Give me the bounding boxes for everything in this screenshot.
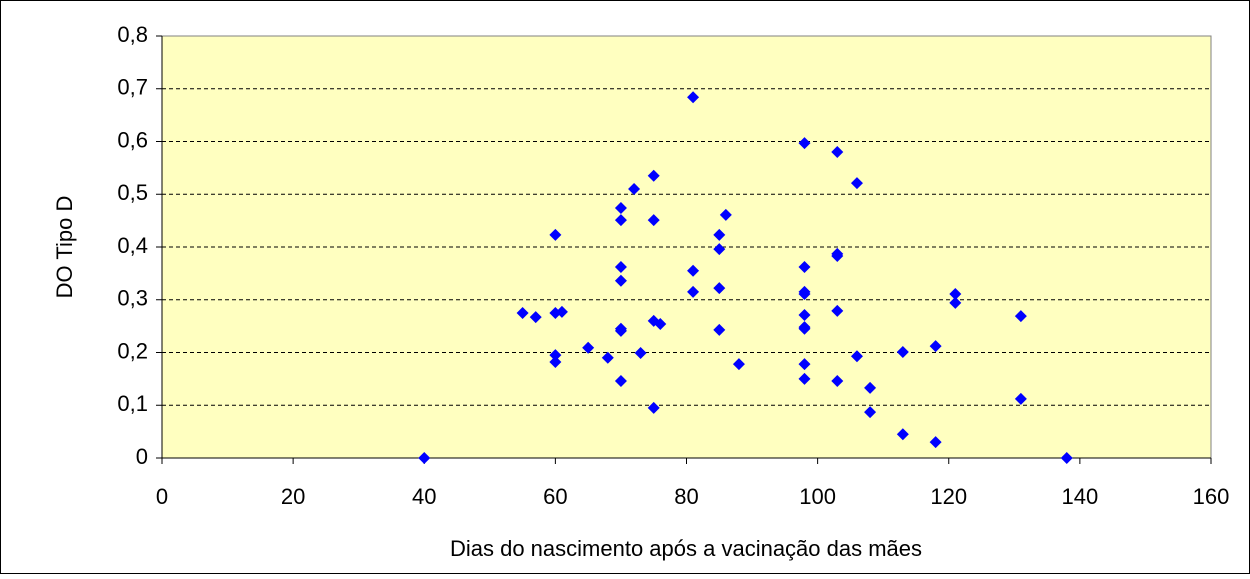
point (850, 177, 863, 190)
point (798, 261, 811, 274)
x-tick-label: 20 (281, 484, 305, 509)
x-tick-label: 60 (543, 484, 567, 509)
point (614, 374, 627, 387)
x-tick-label: 140 (1062, 484, 1099, 509)
point (929, 340, 942, 353)
point (687, 264, 700, 277)
point (798, 287, 811, 300)
x-tick-label: 120 (930, 484, 967, 509)
point (516, 306, 529, 319)
point (864, 381, 877, 394)
point (949, 287, 962, 300)
point (1060, 452, 1073, 464)
point (687, 285, 700, 298)
point (418, 452, 431, 464)
point (1014, 392, 1027, 405)
x-tick-label: 40 (412, 484, 436, 509)
point (647, 214, 660, 227)
x-axis-label: Dias do nascimento após a vacinação das … (450, 536, 922, 561)
point (929, 436, 942, 449)
y-tick-label: 0,8 (117, 22, 148, 47)
point (614, 214, 627, 227)
point (798, 358, 811, 371)
point (713, 243, 726, 256)
point (864, 406, 877, 419)
y-tick-label: 0 (136, 444, 148, 469)
point (713, 323, 726, 336)
y-tick-label: 0,5 (117, 180, 148, 205)
point (614, 274, 627, 287)
x-tick-label: 80 (674, 484, 698, 509)
y-tick-label: 0,4 (117, 233, 148, 258)
x-tick-label: 160 (1193, 484, 1230, 509)
point (798, 137, 811, 150)
point (1014, 310, 1027, 323)
point (949, 296, 962, 309)
point (549, 349, 562, 362)
point (719, 208, 732, 221)
y-tick-label: 0,6 (117, 127, 148, 152)
point (549, 228, 562, 241)
x-tick-label: 100 (799, 484, 836, 509)
x-tick-label: 0 (156, 484, 168, 509)
point (634, 347, 647, 360)
point (732, 358, 745, 371)
point (549, 306, 562, 319)
point (614, 261, 627, 274)
point (647, 169, 660, 182)
point (896, 345, 909, 358)
point (798, 372, 811, 385)
point (614, 322, 627, 335)
point (713, 282, 726, 295)
point (831, 146, 844, 159)
y-axis-label: DO Tipo D (52, 196, 77, 299)
point (850, 350, 863, 363)
point (549, 355, 562, 368)
point (896, 428, 909, 441)
point (654, 318, 667, 331)
point (831, 304, 844, 317)
point (529, 311, 542, 324)
point (798, 322, 811, 335)
y-tick-label: 0,3 (117, 286, 148, 311)
y-tick-label: 0,1 (117, 391, 148, 416)
point (582, 341, 595, 354)
point (601, 351, 614, 364)
point (687, 91, 700, 104)
y-tick-label: 0,7 (117, 75, 148, 100)
point (831, 249, 844, 262)
plot-area (161, 35, 1212, 459)
point (713, 228, 726, 241)
point (628, 182, 641, 195)
y-tick-label: 0,2 (117, 338, 148, 363)
point (614, 201, 627, 214)
point (647, 401, 660, 414)
point (831, 374, 844, 387)
point (798, 309, 811, 322)
